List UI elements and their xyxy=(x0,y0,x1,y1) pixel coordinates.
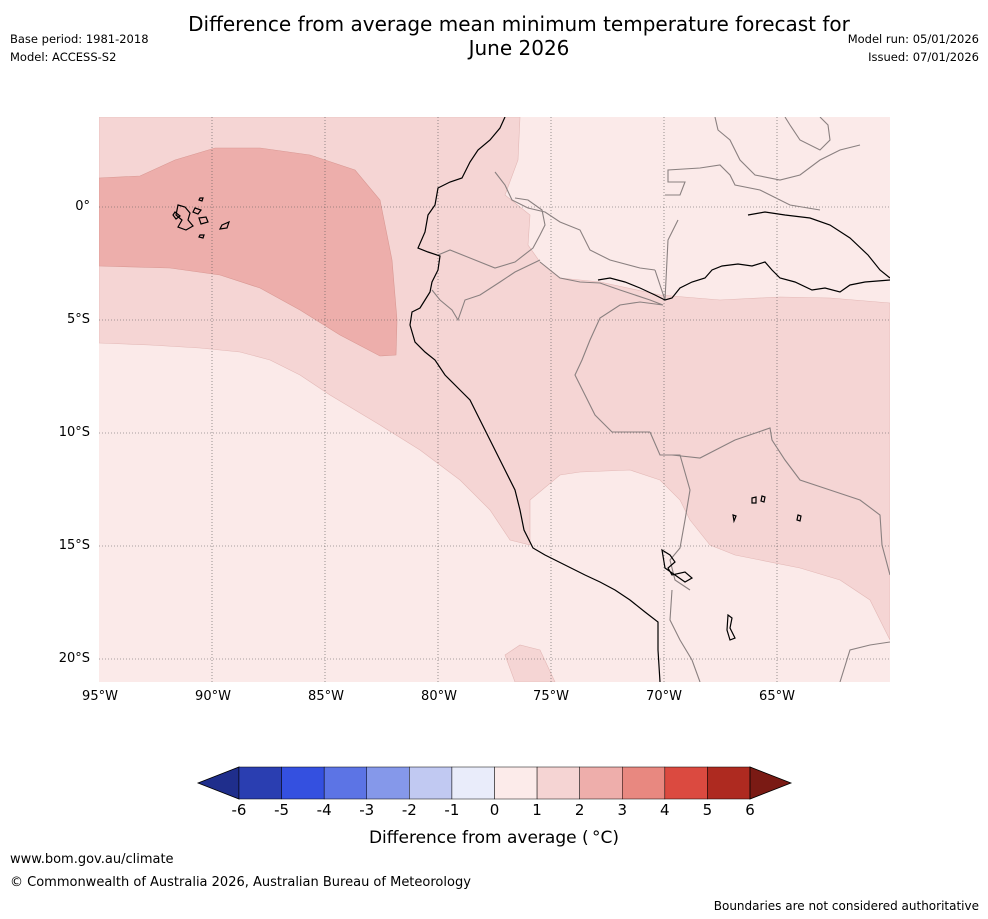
lon-label-75w: 75°W xyxy=(533,689,569,704)
border-venezuela-brazil xyxy=(665,164,821,211)
issued-text: Issued: 07/01/2026 xyxy=(868,50,979,64)
colorbar-segment-5 xyxy=(451,766,495,800)
colorbar-segment-4 xyxy=(409,766,453,800)
border-venezuela-north xyxy=(714,117,861,181)
colorbar-extend-high xyxy=(749,766,793,800)
colorbar-tick-label: 4 xyxy=(660,801,670,819)
meta-left: Base period: 1981-2018 Model: ACCESS-S2 xyxy=(10,30,149,66)
meta-right: Model run: 05/01/2026 Issued: 07/01/2026 xyxy=(848,30,979,66)
colorbar-tick-label: 0 xyxy=(489,801,500,819)
coast-lake-titicaca xyxy=(661,548,694,583)
island-espanola xyxy=(198,234,205,239)
island-san-cristobal xyxy=(218,220,230,230)
base-period-text: Base period: 1981-2018 xyxy=(10,32,149,46)
lon-label-65w: 65°W xyxy=(759,689,795,704)
lat-label-10s: 10°S xyxy=(58,425,90,440)
lat-label-5s: 5°S xyxy=(66,312,90,327)
colorbar-label: Difference from average ( °C) xyxy=(368,828,620,848)
lake-poopo xyxy=(726,613,736,641)
colorbar-tick-label: -5 xyxy=(274,801,290,819)
lon-label-85w: 85°W xyxy=(308,689,344,704)
colorbar-segment-11 xyxy=(707,766,751,800)
lat-label-15s: 15°S xyxy=(58,538,90,553)
colorbar-tick-label: 3 xyxy=(617,801,628,819)
border-guyana xyxy=(784,117,831,151)
border-colombia-ecuador xyxy=(437,197,546,269)
coastlines xyxy=(409,117,890,682)
island-small-lake-b xyxy=(760,495,766,503)
colorbar-tick-label: 5 xyxy=(702,801,713,819)
island-fernandina xyxy=(172,211,181,220)
island-small-lake-c xyxy=(732,514,737,524)
galapagos-islands xyxy=(172,197,802,641)
graticule xyxy=(99,117,890,682)
model-text: Model: ACCESS-S2 xyxy=(10,50,117,64)
lon-label-95w: 95°W xyxy=(82,689,118,704)
anomaly-region-1-2-south xyxy=(504,644,556,682)
colorbar-tick-label: 2 xyxy=(574,801,585,819)
model-run-text: Model run: 05/01/2026 xyxy=(847,32,979,46)
lon-label-80w: 80°W xyxy=(421,689,457,704)
colorbar-segment-8 xyxy=(579,766,623,800)
colorbar-tick-label: 6 xyxy=(745,801,755,819)
island-santiago xyxy=(192,207,202,215)
border-peru-brazil xyxy=(539,261,664,433)
border-bolivia-paraguay xyxy=(839,641,890,682)
border-bolivia-brazil xyxy=(671,427,890,576)
colorbar-tick-label: 1 xyxy=(532,801,542,819)
lon-label-90w: 90°W xyxy=(195,689,231,704)
country-borders xyxy=(431,117,890,682)
footer-disclaimer: Boundaries are not considered authoritat… xyxy=(713,899,979,913)
colorbar-segment-7 xyxy=(536,766,580,800)
lat-label-0: 0° xyxy=(75,199,90,214)
border-ecuador-peru xyxy=(431,259,541,322)
footer-url: www.bom.gov.au/climate xyxy=(10,852,174,867)
map-plot-area xyxy=(99,117,890,682)
coast-pacific-south-america xyxy=(409,117,661,682)
colorbar-segment-1 xyxy=(281,766,325,800)
island-genovesa xyxy=(198,197,204,202)
colorbar-segment-10 xyxy=(664,766,708,800)
colorbar-tick-label: -6 xyxy=(231,801,247,819)
colorbar-tick-label: -2 xyxy=(401,801,417,819)
chart-title-line2: June 2026 xyxy=(468,36,570,60)
island-santa-cruz xyxy=(198,216,209,225)
coast-amazon-river xyxy=(597,261,890,301)
lon-label-70w: 70°W xyxy=(646,689,682,704)
coast-rio-negro xyxy=(747,211,890,279)
chart-title: Difference from average mean minimum tem… xyxy=(94,12,944,60)
colorbar-segment-2 xyxy=(323,766,367,800)
island-small-lake-d xyxy=(796,514,802,522)
island-small-lake-a xyxy=(751,496,757,504)
colorbar-tick-label: -4 xyxy=(316,801,332,819)
colorbar-segment-0 xyxy=(238,766,282,800)
colorbar-extend-low xyxy=(196,766,240,800)
colorbar-segment-3 xyxy=(366,766,410,800)
border-colombia-venezuela xyxy=(494,171,656,271)
colorbar-tick-label: -1 xyxy=(444,801,460,819)
lat-label-20s: 20°S xyxy=(58,651,90,666)
footer-copyright: © Commonwealth of Australia 2026, Austra… xyxy=(10,875,471,890)
colorbar-segment-9 xyxy=(622,766,666,800)
border-bolivia-chile xyxy=(669,589,701,682)
colorbar-segment-6 xyxy=(494,766,538,800)
chart-title-line1: Difference from average mean minimum tem… xyxy=(188,12,850,36)
colorbar-tick-label: -3 xyxy=(359,801,375,819)
